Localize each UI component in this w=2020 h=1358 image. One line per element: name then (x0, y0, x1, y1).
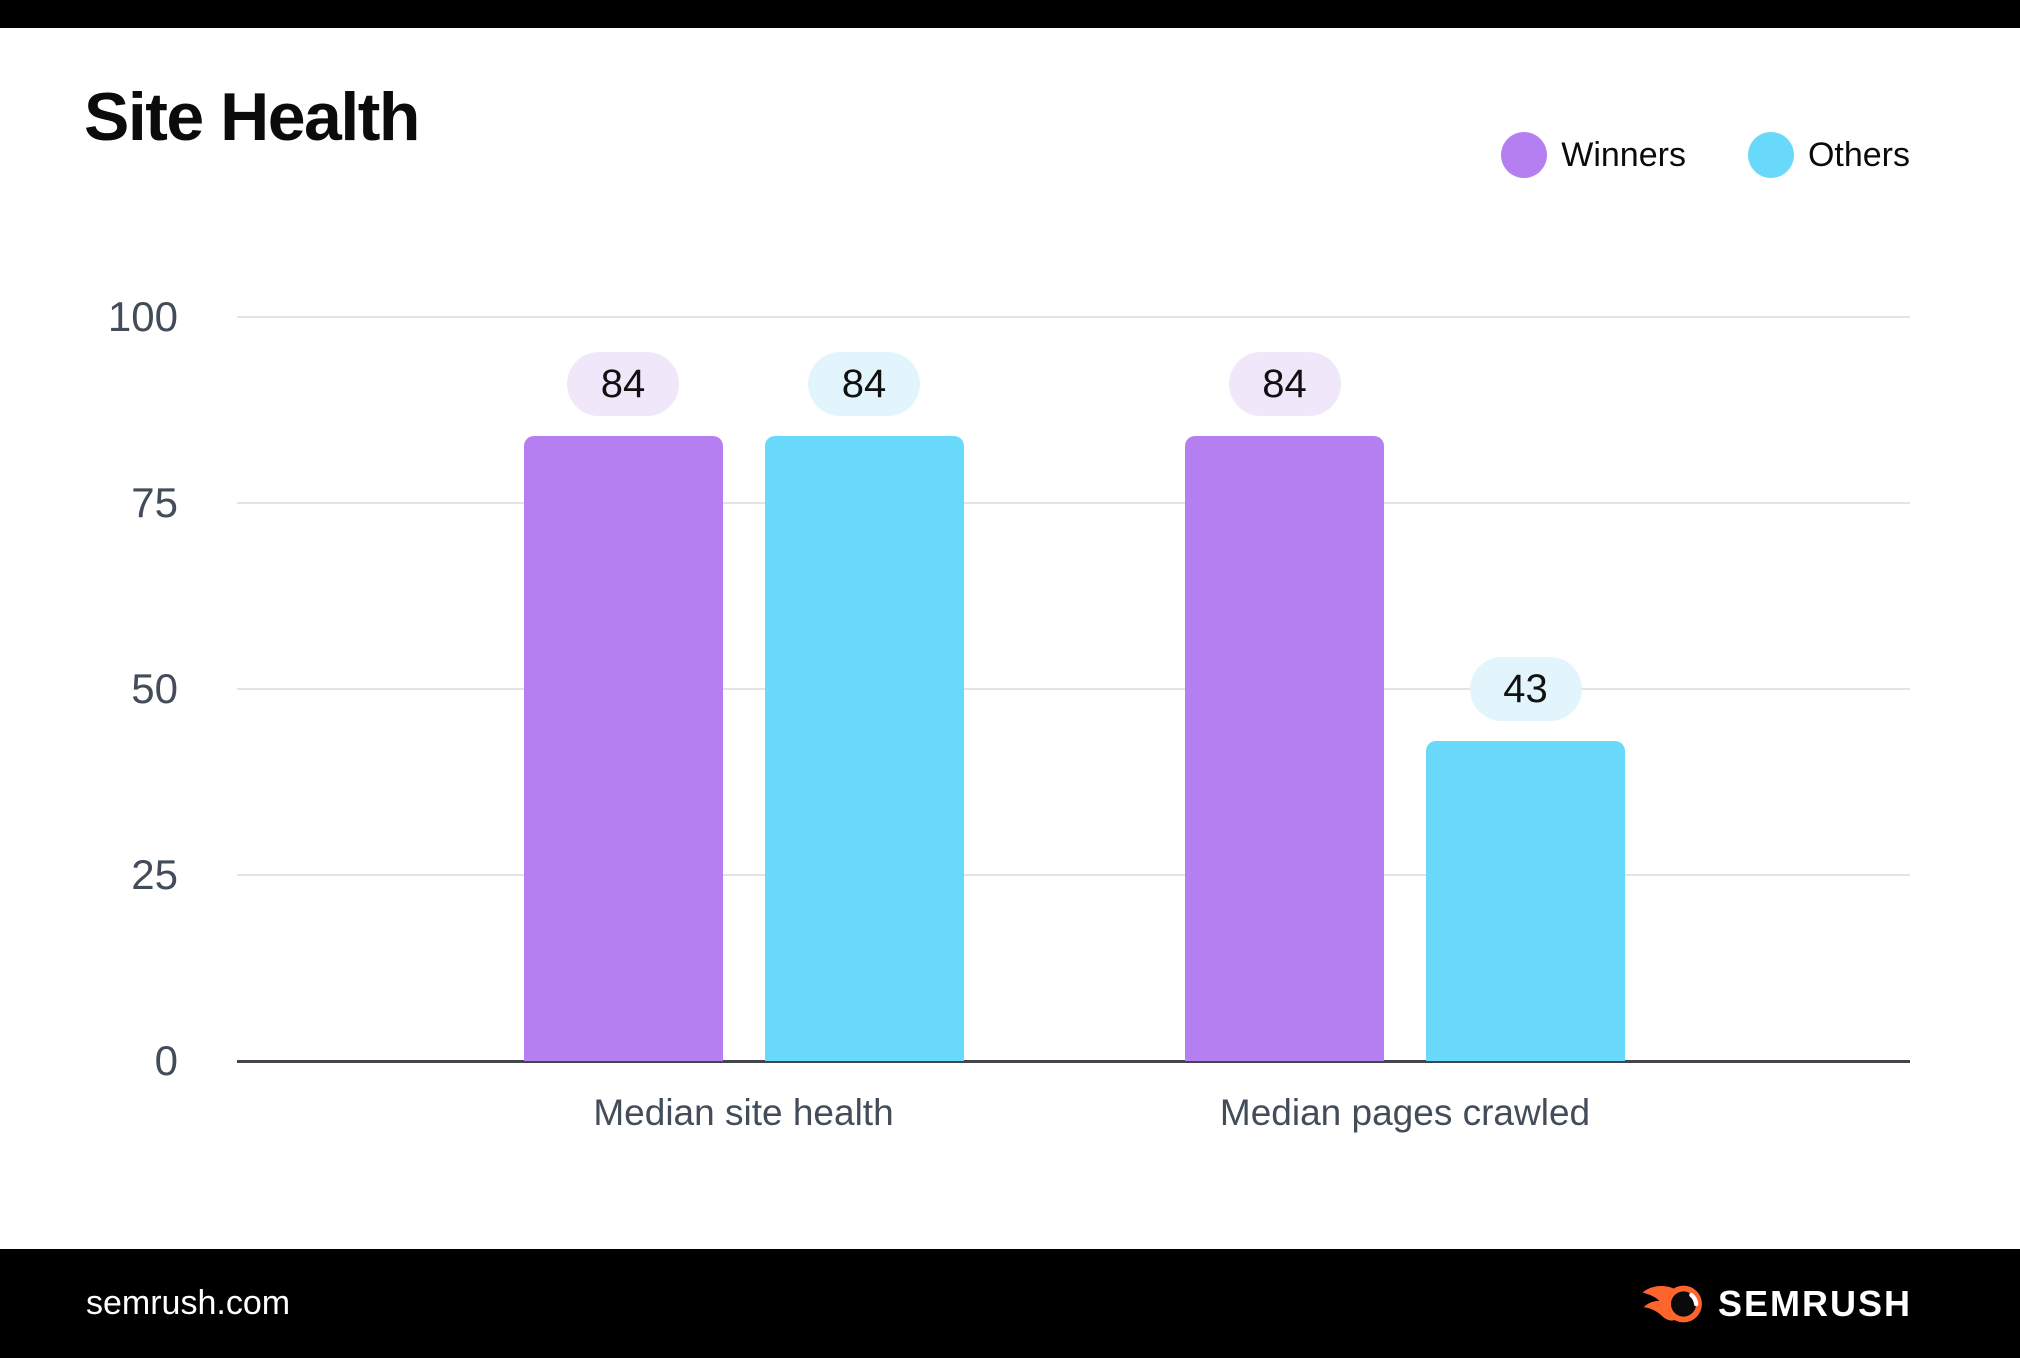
legend-label-winners: Winners (1561, 135, 1686, 174)
y-axis-tick-25: 25 (131, 851, 178, 898)
value-label-winners-1: 84 (567, 352, 679, 417)
semrush-logo: SEMRUSH (1640, 1249, 1912, 1358)
value-label-others-1: 84 (808, 352, 920, 417)
others-color-dot-icon (1747, 132, 1794, 178)
winners-color-dot-icon (1501, 132, 1548, 178)
category-label-1: Median site health (593, 1092, 894, 1133)
bar-others-2 (1426, 741, 1625, 1061)
bar-others-1 (764, 436, 964, 1061)
y-axis-tick-50: 50 (131, 665, 178, 712)
gridline-75 (237, 502, 1910, 504)
gridline-50 (237, 688, 1910, 690)
y-axis-tick-100: 100 (107, 293, 178, 340)
semrush-wordmark: SEMRUSH (1717, 1282, 1912, 1324)
footer-site-url: semrush.com (86, 1284, 291, 1322)
page-title: Site Health (84, 79, 420, 155)
legend-item-winners: Winners (1501, 132, 1686, 178)
footer-black-bar: semrush.com SEMRUSH (0, 1249, 2020, 1358)
top-black-bar (0, 0, 2020, 28)
gridline-25 (237, 874, 1910, 876)
x-axis-line (237, 1060, 1910, 1063)
legend-item-others: Others (1747, 132, 1910, 178)
y-axis-tick-75: 75 (131, 479, 178, 526)
gridline-100 (237, 316, 1910, 318)
chart-legend: Winners Others (1501, 132, 1910, 178)
bar-winners-2 (1185, 436, 1384, 1061)
legend-label-others: Others (1807, 135, 1910, 174)
semrush-flame-icon (1642, 1285, 1702, 1322)
bar-winners-1 (523, 436, 723, 1061)
value-label-winners-2: 84 (1228, 352, 1341, 417)
category-label-2: Median pages crawled (1219, 1092, 1591, 1133)
y-axis-tick-0: 0 (154, 1037, 178, 1084)
value-label-others-2: 43 (1469, 657, 1582, 722)
